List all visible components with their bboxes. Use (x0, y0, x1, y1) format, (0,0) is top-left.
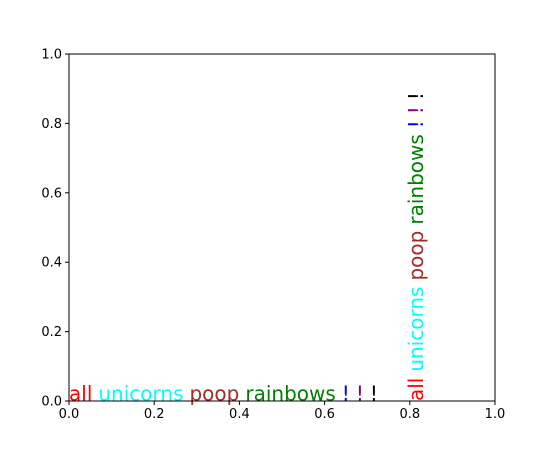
y-axis: 0.0 0.2 0.4 0.6 0.8 1.0 (41, 48, 69, 410)
plot-frame (68, 53, 496, 402)
annotations-layer: all unicorns poop rainbows!!! allunicornspoo… (69, 92, 428, 405)
annotation-word: unicorns (98, 382, 183, 406)
annotation-word-vertical: all (404, 378, 428, 401)
y-tick-label: 0.2 (41, 325, 62, 340)
plot-area (69, 54, 495, 401)
annotation-word: all (69, 382, 92, 406)
x-axis: 0.0 0.2 0.4 0.6 0.8 1.0 (59, 401, 506, 422)
annotation-word-vertical: ! (404, 106, 428, 114)
annotation-word-vertical: rainbows (404, 134, 428, 224)
y-tick-label: 0.0 (41, 395, 62, 410)
y-tick-label: 1.0 (41, 48, 62, 63)
annotation-word-vertical: ! (404, 92, 428, 100)
annotation-word-vertical: poop (404, 231, 428, 281)
y-tick-label: 0.6 (41, 186, 62, 201)
annotation-word: ! (370, 382, 378, 406)
x-tick-label: 0.6 (314, 407, 335, 422)
x-tick-label: 0.0 (59, 407, 80, 422)
annotation-word-vertical: ! (404, 120, 428, 128)
x-tick-label: 1.0 (485, 407, 506, 422)
x-tick-label: 0.4 (229, 407, 250, 422)
annotation-word: rainbows (245, 382, 335, 406)
x-tick-label: 0.8 (399, 407, 420, 422)
x-tick-label: 0.2 (144, 407, 165, 422)
annotation-word-vertical: unicorns (404, 287, 428, 372)
annotation-word: poop (189, 382, 239, 406)
y-tick-label: 0.4 (41, 256, 62, 271)
annotation-word: ! (356, 382, 364, 406)
y-tick-label: 0.8 (41, 117, 62, 132)
annotation-word: ! (342, 382, 350, 406)
